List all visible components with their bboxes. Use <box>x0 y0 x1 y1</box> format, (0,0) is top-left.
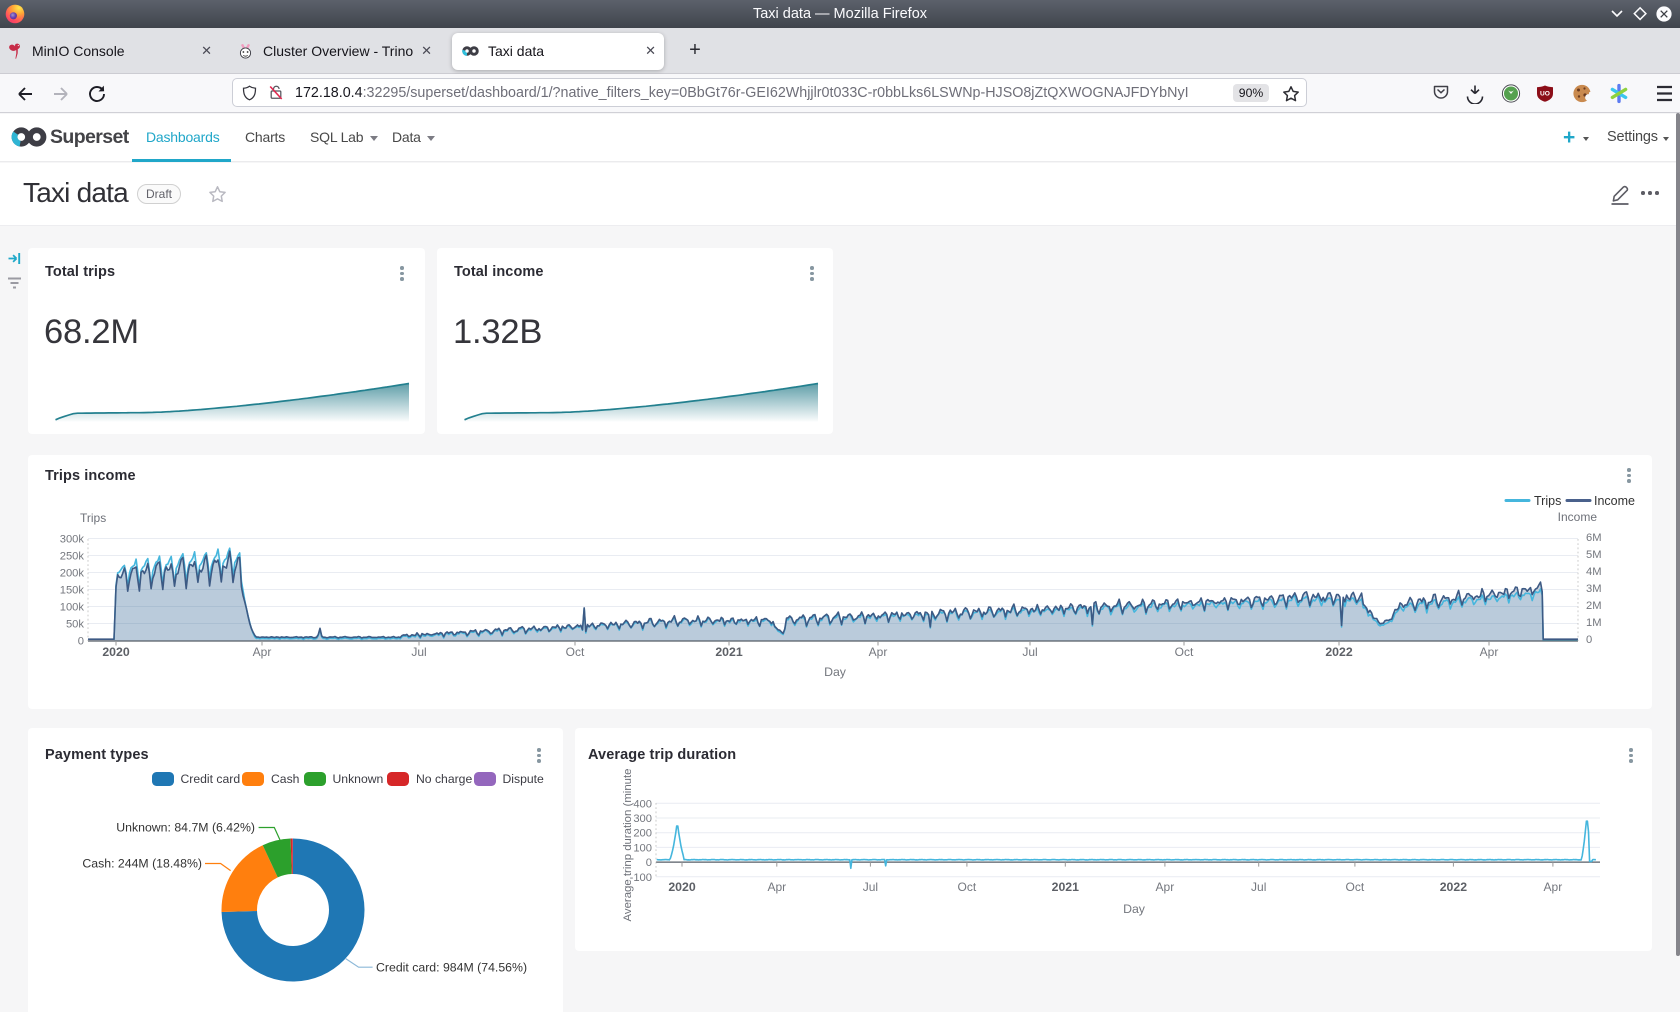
svg-text:400: 400 <box>633 798 652 810</box>
svg-text:0: 0 <box>1586 634 1592 646</box>
svg-text:300k: 300k <box>60 534 85 546</box>
svg-text:Trips: Trips <box>80 511 106 525</box>
svg-text:150k: 150k <box>60 585 85 597</box>
svg-text:5M: 5M <box>1586 549 1602 561</box>
svg-text:1M: 1M <box>1586 617 1602 629</box>
svg-text:0: 0 <box>78 636 84 648</box>
svg-text:UO: UO <box>1540 91 1550 98</box>
svg-text:-100: -100 <box>630 872 652 884</box>
svg-text:Average trinp duration (minute: Average trinp duration (minute <box>622 768 634 921</box>
svg-text:100: 100 <box>633 842 652 854</box>
svg-text:200: 200 <box>633 828 652 840</box>
svg-text:100k: 100k <box>60 602 85 614</box>
svg-text:Unknown: 84.7M (6.42%): Unknown: 84.7M (6.42%) <box>116 821 255 835</box>
svg-text:Credit card: 984M (74.56%): Credit card: 984M (74.56%) <box>376 961 527 975</box>
svg-text:50k: 50k <box>66 619 84 631</box>
svg-text:6M: 6M <box>1586 532 1602 544</box>
svg-text:Trips: Trips <box>1534 494 1561 508</box>
svg-text:4M: 4M <box>1586 566 1602 578</box>
svg-text:250k: 250k <box>60 551 85 563</box>
svg-text:3M: 3M <box>1586 583 1602 595</box>
svg-text:300: 300 <box>633 813 652 825</box>
svg-text:2M: 2M <box>1586 600 1602 612</box>
svg-text:0: 0 <box>646 857 652 869</box>
svg-text:Cash: 244M (18.48%): Cash: 244M (18.48%) <box>82 857 202 871</box>
svg-text:Income: Income <box>1594 494 1635 508</box>
svg-text:Income: Income <box>1558 510 1598 524</box>
svg-text:200k: 200k <box>60 568 85 580</box>
